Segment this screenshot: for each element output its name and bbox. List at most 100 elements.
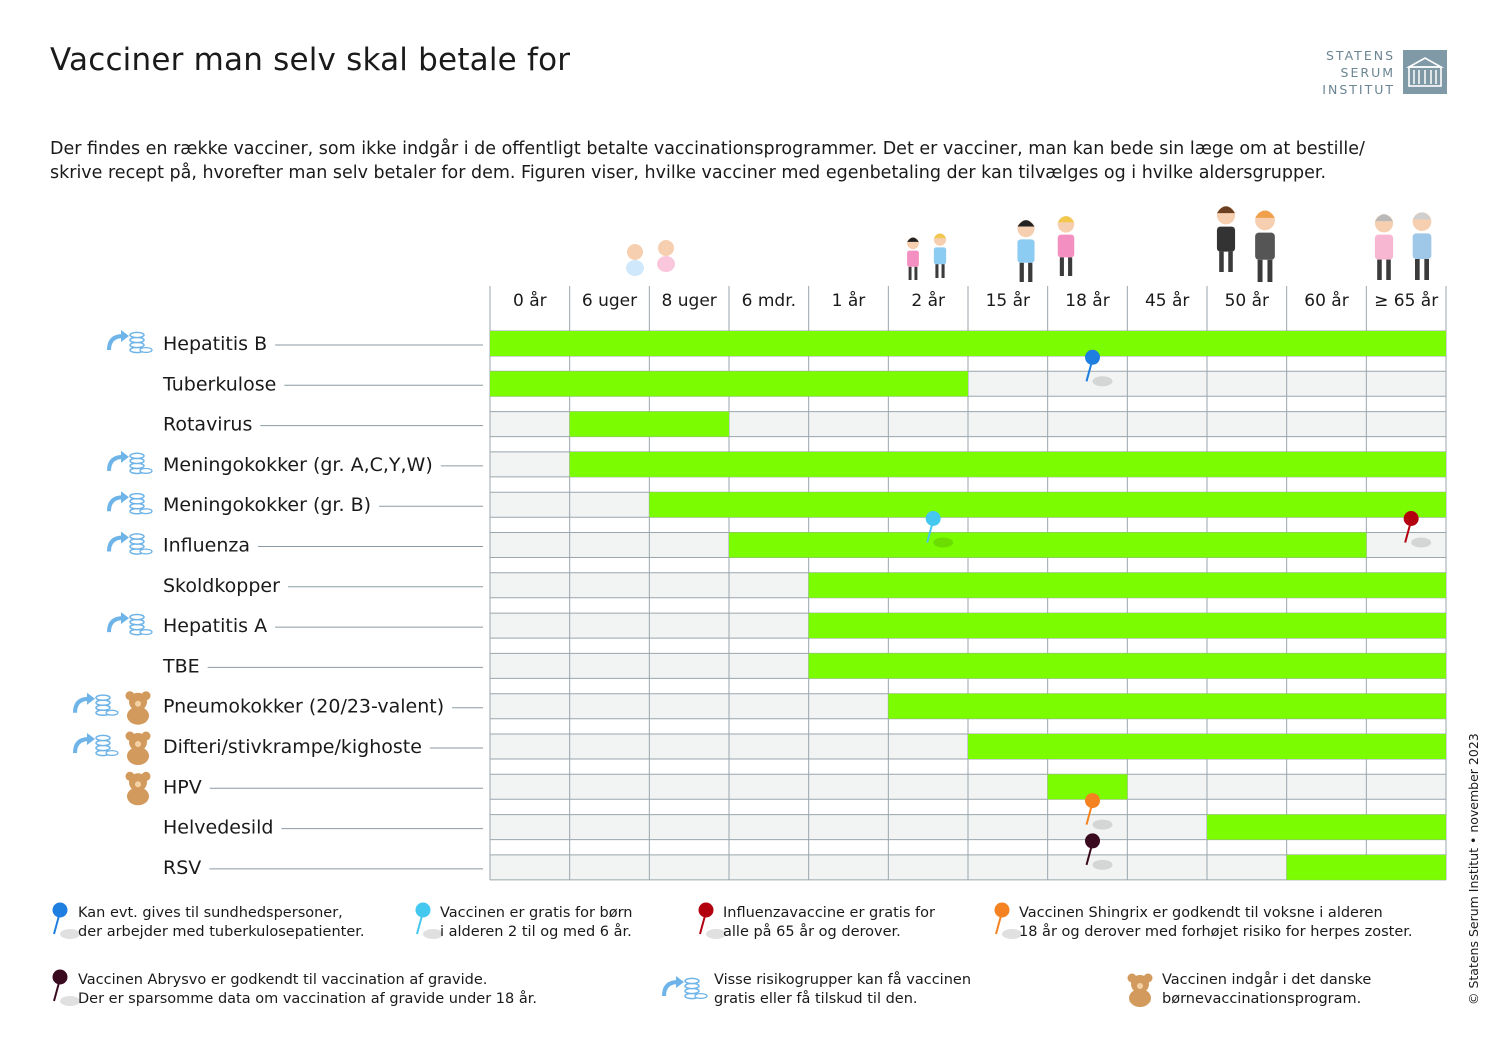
logo-line-3: INSTITUT [1322, 82, 1395, 97]
legend-icon [698, 902, 726, 939]
baby-girl-icon [657, 240, 675, 272]
availability-bar [1207, 814, 1446, 840]
legend-icon [52, 969, 80, 1006]
vaccine-row: Skoldkopper [163, 572, 1446, 598]
vaccine-label: HPV [163, 776, 202, 798]
column-header: 18 år [1065, 290, 1109, 311]
building-icon [1403, 50, 1447, 94]
legend-item: Influenzavaccine er gratis for alle på 65… [723, 904, 935, 942]
vaccine-label: RSV [163, 857, 201, 879]
vaccine-row: Hepatitis B [107, 330, 1446, 356]
page-title: Vacciner man selv skal betale for [50, 42, 571, 78]
legend-text-line: Visse risikogrupper kan få vaccinen [714, 972, 972, 988]
teen-boy-icon [1017, 220, 1035, 282]
vaccine-row: Difteri/stivkrampe/kighoste [73, 731, 1446, 765]
dark-pin-icon [52, 969, 80, 1006]
vaccine-row: Meningokokker (gr. B) [107, 491, 1446, 518]
vaccine-row: Influenza [107, 511, 1432, 558]
old-woman-icon [1374, 214, 1394, 280]
subsidy-arrow-coins-icon [107, 450, 153, 475]
legend-text-line: Vaccinen er gratis for børn [440, 905, 633, 921]
vaccine-row: TBE [162, 653, 1446, 679]
teen-girl-icon [1057, 216, 1075, 276]
legend-text-line: alle på 65 år og derover. [723, 924, 901, 940]
availability-bar [490, 331, 1446, 356]
vaccine-label: Meningokokker (gr. B) [163, 494, 371, 516]
legend-icon [994, 902, 1022, 939]
vaccine-row: Pneumokokker (20/23-valent) [73, 691, 1446, 725]
column-header: 45 år [1145, 290, 1189, 311]
intro-text: Der findes en række vacciner, som ikke i… [50, 137, 1450, 185]
availability-bar [729, 532, 1367, 558]
availability-bar [808, 572, 1446, 598]
legend-item: Vaccinen Shingrix er godkendt til voksne… [1019, 904, 1412, 942]
subsidy-arrow-coins-icon [107, 491, 153, 515]
note-pin-icon [1403, 511, 1432, 548]
child-boy-icon [933, 233, 947, 278]
subsidy-arrow-coins-icon [107, 531, 153, 555]
availability-bar [569, 411, 729, 437]
legend-text-line: Influenzavaccine er gratis for [723, 905, 935, 921]
vaccine-label: Meningokokker (gr. A,C,Y,W) [163, 454, 433, 476]
cyan-pin-icon [415, 902, 443, 939]
availability-bar [569, 451, 1446, 477]
orange-pin-icon [994, 902, 1022, 939]
logo-text: STATENS SERUM INSTITUT [1322, 47, 1395, 98]
vaccine-label: Hepatitis B [163, 333, 267, 355]
old-man-icon [1412, 212, 1432, 280]
vaccine-row: HPV [125, 771, 1128, 806]
logo-line-1: STATENS [1326, 48, 1395, 63]
column-header: 50 år [1225, 290, 1269, 311]
vaccine-row: Helvedesild [163, 793, 1446, 840]
intro-line-1: Der findes en række vacciner, som ikke i… [50, 139, 1365, 159]
intro-line-2: skrive recept på, hvorefter man selv bet… [50, 163, 1327, 183]
availability-bar [649, 492, 1446, 518]
legend-text-line: i alderen 2 til og med 6 år. [440, 924, 632, 940]
availability-bar [808, 653, 1446, 679]
vaccine-row: Rotavirus [163, 411, 729, 437]
vaccine-label: Influenza [163, 535, 250, 557]
column-header: 6 uger [582, 291, 637, 311]
legend-item: Visse risikogrupper kan få vaccinen grati… [714, 971, 971, 1009]
legend-text-line: der arbejder med tuberkulosepatienter. [78, 924, 365, 940]
teddy-bear-icon [125, 691, 151, 725]
woman-icon [1255, 210, 1275, 282]
column-header: 6 mdr. [742, 291, 796, 311]
vaccine-label: Tuberkulose [162, 373, 276, 395]
legend-text-line: Kan evt. gives til sundhedspersoner, [78, 905, 343, 921]
child-girl-icon [907, 237, 919, 280]
vaccine-label: Rotavirus [163, 414, 252, 436]
column-header: 0 år [513, 290, 547, 311]
subsidy-arrow-coins-icon [107, 612, 153, 636]
red-pin-icon [698, 902, 726, 939]
availability-bar [808, 613, 1446, 639]
vaccine-label: Hepatitis A [163, 615, 267, 637]
teddy-bear-icon [1127, 973, 1153, 1007]
legend-icon [415, 902, 443, 939]
legend-item: Vaccinen indgår i det danske børnevaccina… [1162, 971, 1371, 1009]
column-header: 60 år [1304, 290, 1348, 311]
teddy-bear-icon [125, 731, 151, 765]
vaccine-label: Skoldkopper [163, 575, 280, 597]
blue-pin-icon [52, 902, 80, 939]
subsidy-arrow-coins-icon [73, 692, 119, 717]
legend-item: Vaccinen Abrysvo er godkendt til vaccina… [78, 971, 537, 1009]
copyright-text: © Statens Serum Institut • november 2023 [1466, 733, 1481, 1005]
note-pin-icon [925, 511, 954, 548]
column-header: 15 år [986, 290, 1030, 311]
legend-icon [1127, 973, 1153, 1007]
vaccine-label: TBE [162, 655, 200, 677]
teddy-bear-icon [125, 771, 151, 806]
logo-line-2: SERUM [1340, 65, 1395, 80]
legend-text-line: børnevaccinationsprogram. [1162, 991, 1362, 1007]
ssi-logo: STATENS SERUM INSTITUT [1300, 45, 1450, 100]
legend-text-line: gratis eller få tilskud til den. [714, 991, 918, 1007]
vaccine-row: RSV [163, 833, 1446, 880]
vaccine-row: Hepatitis A [107, 612, 1446, 639]
vaccine-label: Helvedesild [163, 817, 273, 839]
availability-bar [888, 693, 1446, 719]
vaccine-row: Meningokokker (gr. A,C,Y,W) [107, 450, 1446, 477]
baby-boy-icon [626, 244, 644, 276]
legend-text-line: Vaccinen Abrysvo er godkendt til vaccina… [78, 972, 488, 988]
vaccine-label: Pneumokokker (20/23-valent) [163, 696, 444, 718]
